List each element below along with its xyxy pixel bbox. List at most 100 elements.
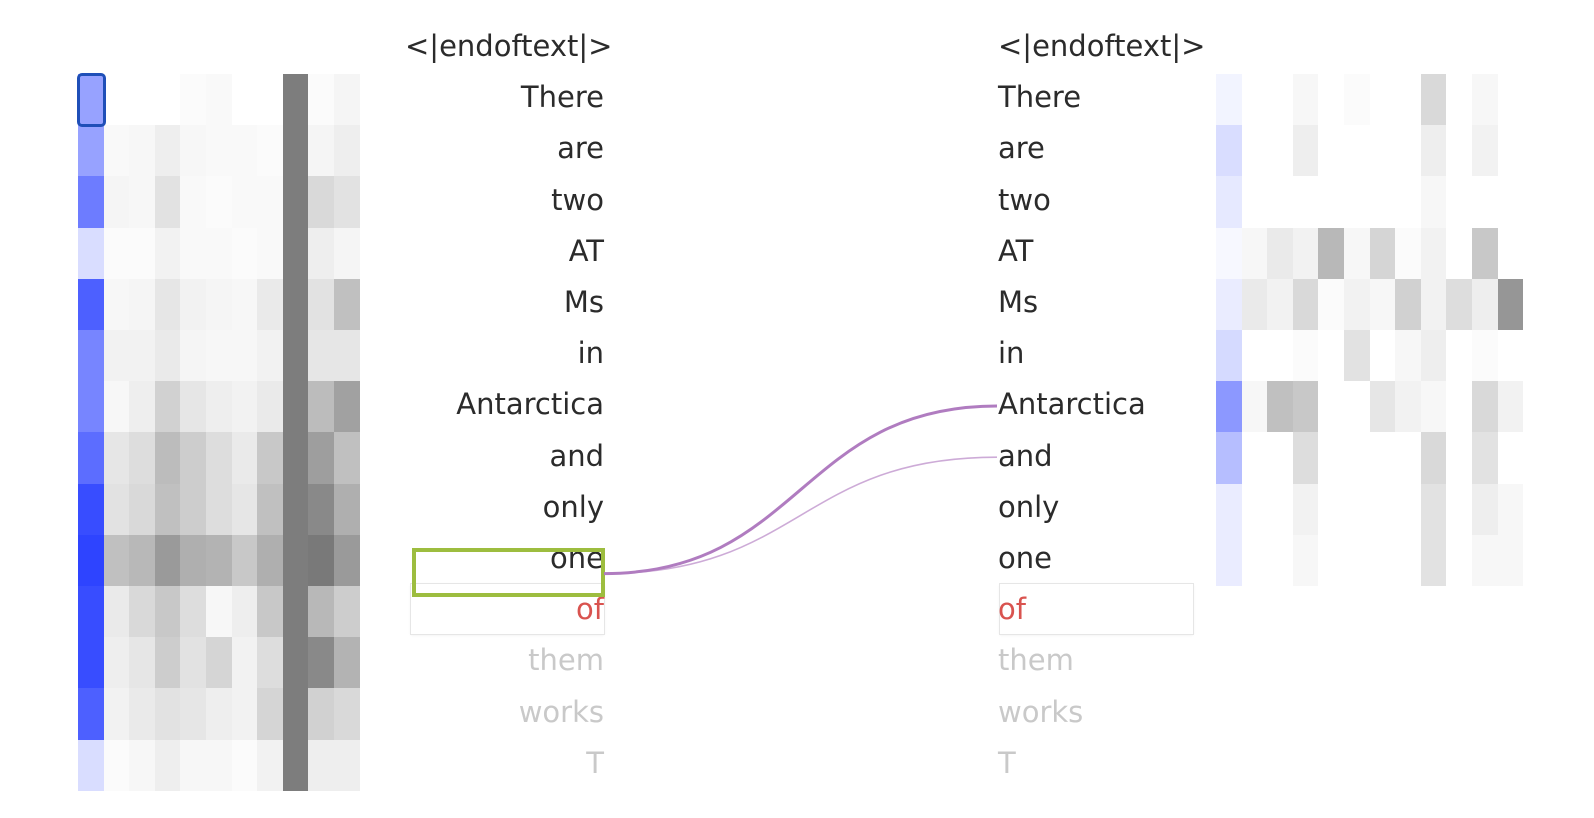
right-heat-cell[interactable] — [1318, 330, 1344, 382]
left-heat-cell[interactable] — [129, 534, 155, 586]
right-heat-cell[interactable] — [1446, 176, 1472, 228]
left-heat-cell[interactable] — [103, 330, 130, 382]
left-heat-cell[interactable] — [231, 278, 258, 330]
right-heat-cell[interactable] — [1318, 74, 1344, 126]
right-token[interactable]: and — [998, 438, 1053, 473]
left-heat-cell[interactable] — [334, 739, 360, 791]
right-heat-cell[interactable] — [1395, 432, 1421, 484]
left-heat-cell[interactable] — [129, 637, 155, 689]
right-weight-cell[interactable] — [1216, 483, 1242, 535]
left-heat-cell[interactable] — [103, 534, 130, 586]
left-heat-cell[interactable] — [334, 176, 360, 228]
left-heat-cell[interactable] — [154, 586, 181, 638]
left-heat-cell[interactable] — [334, 432, 360, 484]
right-heat-cell[interactable] — [1369, 125, 1396, 177]
right-heat-cell[interactable] — [1446, 227, 1472, 279]
right-token[interactable]: of — [998, 592, 1026, 627]
left-heat-cell[interactable] — [334, 483, 360, 535]
left-heat-cell[interactable] — [206, 330, 232, 382]
left-heat-cell[interactable] — [334, 330, 360, 382]
right-heat-cell[interactable] — [1420, 534, 1447, 586]
right-heat-cell[interactable] — [1318, 483, 1344, 535]
left-heat-cell[interactable] — [231, 739, 258, 791]
right-heat-cell[interactable] — [1318, 432, 1344, 484]
left-heat-cell[interactable] — [180, 432, 206, 484]
right-heat-cell[interactable] — [1395, 227, 1421, 279]
right-heat-cell[interactable] — [1318, 278, 1344, 330]
left-token[interactable]: There — [520, 80, 604, 115]
left-heat-cell[interactable] — [282, 739, 309, 791]
left-heat-cell[interactable] — [282, 483, 309, 535]
left-heat-cell[interactable] — [206, 74, 232, 126]
left-heat-cell[interactable] — [180, 381, 206, 433]
right-heat-cell[interactable] — [1344, 381, 1370, 433]
right-heat-cell[interactable] — [1446, 125, 1472, 177]
left-token[interactable]: one — [550, 541, 604, 575]
left-heat-cell[interactable] — [103, 739, 130, 791]
left-token[interactable]: of — [576, 592, 604, 627]
left-heat-cell[interactable] — [180, 688, 206, 740]
left-heat-cell[interactable] — [308, 227, 334, 279]
right-heat-cell[interactable] — [1292, 432, 1319, 484]
left-heat-cell[interactable] — [257, 432, 283, 484]
right-heat-cell[interactable] — [1446, 330, 1472, 382]
right-heat-cell[interactable] — [1267, 381, 1293, 433]
left-heat-cell[interactable] — [129, 586, 155, 638]
right-heat-cell[interactable] — [1395, 330, 1421, 382]
left-heat-cell[interactable] — [103, 432, 130, 484]
right-token[interactable]: two — [998, 182, 1051, 217]
left-heat-cell[interactable] — [334, 381, 360, 433]
left-heat-cell[interactable] — [154, 534, 181, 586]
right-heat-cell[interactable] — [1472, 74, 1498, 126]
left-token[interactable]: works — [518, 694, 604, 729]
right-heat-cell[interactable] — [1446, 432, 1472, 484]
right-weight-cell[interactable] — [1216, 381, 1242, 433]
right-heat-cell[interactable] — [1472, 432, 1498, 484]
left-heat-cell[interactable] — [129, 278, 155, 330]
right-heat-cell[interactable] — [1472, 125, 1498, 177]
right-token[interactable]: T — [998, 745, 1016, 780]
right-heat-cell[interactable] — [1472, 176, 1498, 228]
right-heat-cell[interactable] — [1446, 483, 1472, 535]
left-heat-cell[interactable] — [103, 483, 130, 535]
left-heat-cell[interactable] — [154, 330, 181, 382]
right-heat-cell[interactable] — [1497, 74, 1524, 126]
left-heat-cell[interactable] — [103, 278, 130, 330]
right-heat-cell[interactable] — [1318, 381, 1344, 433]
right-heat-cell[interactable] — [1241, 432, 1268, 484]
left-heat-cell[interactable] — [282, 74, 309, 126]
right-weight-cell[interactable] — [1216, 227, 1242, 279]
right-heat-cell[interactable] — [1369, 278, 1396, 330]
right-heat-cell[interactable] — [1292, 278, 1319, 330]
right-heat-cell[interactable] — [1292, 74, 1319, 126]
left-heat-cell[interactable] — [308, 534, 334, 586]
right-heat-cell[interactable] — [1241, 330, 1268, 382]
left-heat-cell[interactable] — [206, 483, 232, 535]
right-heat-cell[interactable] — [1395, 381, 1421, 433]
selected-token-box[interactable] — [412, 548, 605, 597]
right-heat-cell[interactable] — [1318, 125, 1344, 177]
right-heat-cell[interactable] — [1241, 74, 1268, 126]
right-token[interactable]: works — [998, 694, 1084, 729]
left-heat-cell[interactable] — [334, 586, 360, 638]
left-heat-cell[interactable] — [154, 278, 181, 330]
left-heat-cell[interactable] — [154, 739, 181, 791]
selected-weight-cell[interactable] — [77, 73, 106, 128]
left-token[interactable]: them — [528, 643, 604, 678]
left-heat-cell[interactable] — [154, 637, 181, 689]
left-heat-cell[interactable] — [308, 637, 334, 689]
left-weight-cell[interactable] — [78, 534, 104, 586]
right-heat-cell[interactable] — [1420, 381, 1447, 433]
left-heat-cell[interactable] — [231, 125, 258, 177]
right-weight-cell[interactable] — [1216, 74, 1242, 126]
left-heat-cell[interactable] — [282, 381, 309, 433]
right-heat-cell[interactable] — [1395, 125, 1421, 177]
right-heat-cell[interactable] — [1472, 483, 1498, 535]
right-weight-cell[interactable] — [1216, 176, 1242, 228]
left-heat-cell[interactable] — [334, 534, 360, 586]
left-heat-cell[interactable] — [206, 432, 232, 484]
left-token[interactable]: in — [577, 336, 604, 371]
right-heat-cell[interactable] — [1472, 381, 1498, 433]
right-heat-cell[interactable] — [1344, 534, 1370, 586]
right-token[interactable]: There — [998, 80, 1082, 115]
